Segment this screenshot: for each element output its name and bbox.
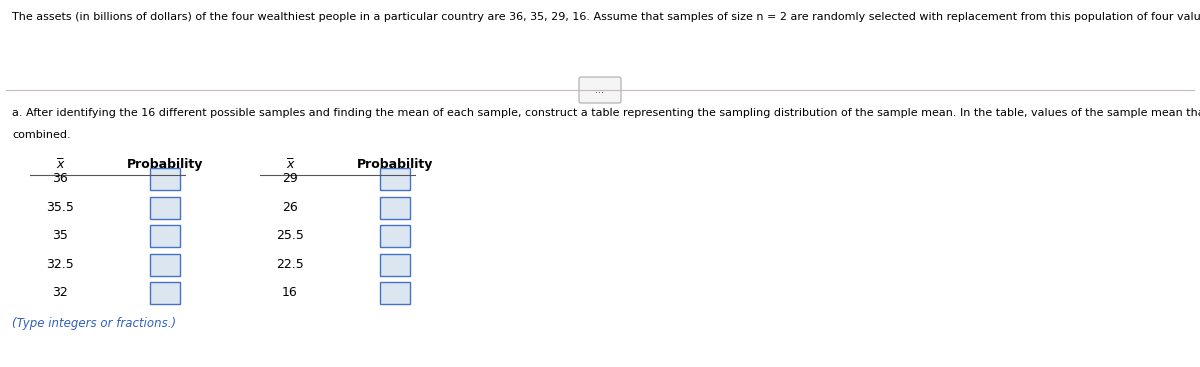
Bar [380, 282, 410, 304]
Bar [150, 225, 180, 247]
Text: 29: 29 [282, 172, 298, 185]
Bar [380, 225, 410, 247]
Bar [380, 168, 410, 190]
Text: 22.5: 22.5 [276, 258, 304, 271]
Text: 35: 35 [52, 229, 68, 243]
Text: combined.: combined. [12, 130, 71, 140]
Text: (Type integers or fractions.): (Type integers or fractions.) [12, 316, 176, 330]
Bar [150, 254, 180, 276]
Bar [150, 196, 180, 218]
Text: 32.5: 32.5 [46, 258, 74, 271]
Text: a. After identifying the 16 different possible samples and finding the mean of e: a. After identifying the 16 different po… [12, 108, 1200, 118]
Bar [150, 282, 180, 304]
Text: 26: 26 [282, 201, 298, 214]
Text: ...: ... [595, 85, 605, 95]
Bar [150, 168, 180, 190]
FancyBboxPatch shape [580, 77, 622, 103]
Text: 36: 36 [52, 172, 68, 185]
Bar [380, 196, 410, 218]
Text: Probability: Probability [127, 158, 203, 171]
Text: x̅: x̅ [287, 158, 294, 171]
Text: The assets (in billions of dollars) of the four wealthiest people in a particula: The assets (in billions of dollars) of t… [12, 12, 1200, 22]
Text: Probability: Probability [356, 158, 433, 171]
Text: 35.5: 35.5 [46, 201, 74, 214]
Text: 25.5: 25.5 [276, 229, 304, 243]
Bar [380, 254, 410, 276]
Text: 16: 16 [282, 287, 298, 299]
Text: x̅: x̅ [56, 158, 64, 171]
Text: 32: 32 [52, 287, 68, 299]
